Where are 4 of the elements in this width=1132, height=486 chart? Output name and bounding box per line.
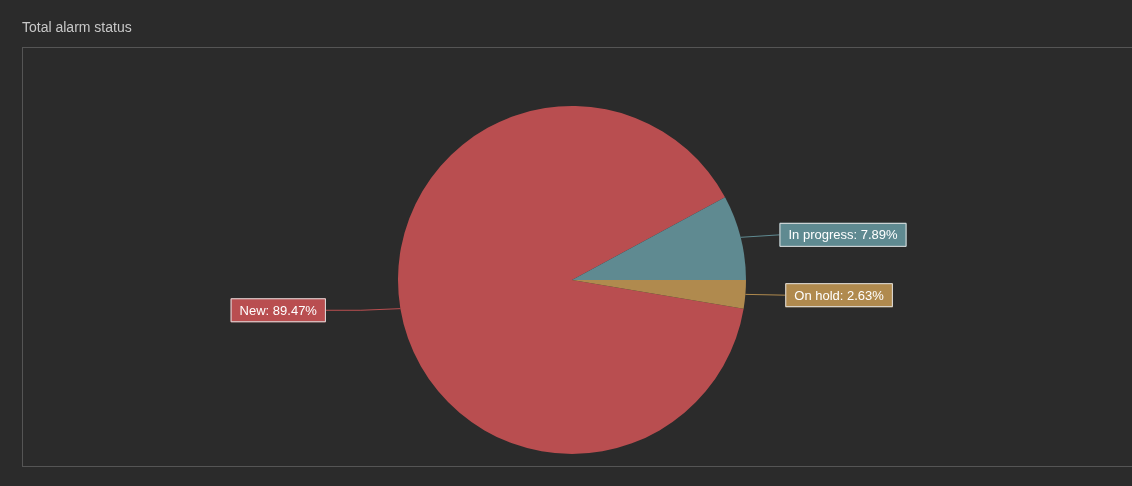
slice-label: On hold: 2.63%: [794, 287, 885, 303]
slice-label: New: 89.47%: [239, 302, 318, 318]
slice-label: In progress: 7.89%: [788, 227, 899, 243]
text: Total alarm status: [22, 19, 132, 35]
